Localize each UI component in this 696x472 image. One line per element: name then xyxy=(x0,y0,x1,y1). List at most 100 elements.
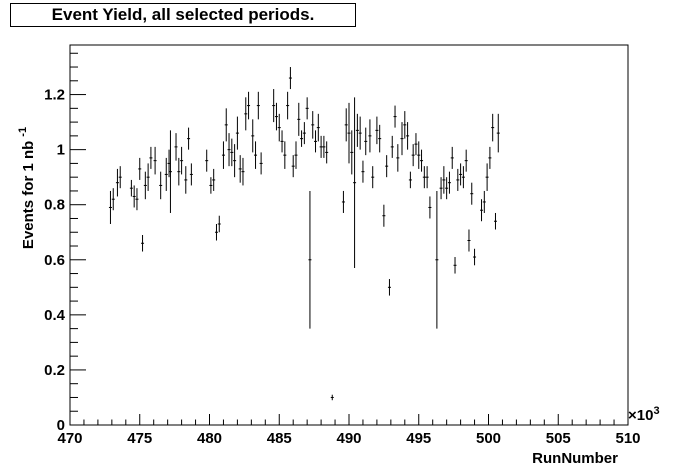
data-point xyxy=(473,248,477,266)
data-point xyxy=(411,144,415,167)
data-point xyxy=(164,157,168,191)
data-point xyxy=(428,196,432,219)
data-point xyxy=(314,130,318,153)
data-point xyxy=(358,116,362,150)
data-point xyxy=(420,149,424,172)
data-point xyxy=(233,144,237,178)
data-point xyxy=(159,171,163,200)
data-point xyxy=(238,155,242,183)
data-point xyxy=(322,135,326,158)
y-axis-title: Events for 1 nb -1 xyxy=(17,127,37,249)
data-point xyxy=(450,146,454,169)
data-point xyxy=(467,229,471,252)
data-point xyxy=(212,168,216,191)
data-point xyxy=(375,116,379,145)
data-point xyxy=(168,130,172,213)
data-point xyxy=(461,166,465,189)
data-point xyxy=(341,190,345,213)
data-point xyxy=(316,113,320,142)
data-point xyxy=(435,190,439,329)
data-point xyxy=(482,190,486,213)
data-point xyxy=(251,119,255,153)
data-point xyxy=(214,223,218,241)
y-tick-label: 0.2 xyxy=(44,362,65,379)
data-point xyxy=(283,141,287,169)
data-point xyxy=(135,188,139,211)
x-axis-title: RunNumber xyxy=(532,450,618,467)
data-point xyxy=(174,133,178,161)
data-point xyxy=(393,105,397,128)
data-point xyxy=(291,155,295,178)
x-multiplier: ×103 xyxy=(628,405,660,424)
data-point xyxy=(480,199,484,222)
data-point xyxy=(319,135,323,158)
data-point xyxy=(442,166,446,194)
y-axis: 0 0.2 0.4 0.6 0.8 1 1.2 xyxy=(44,52,86,434)
data-point xyxy=(447,171,451,194)
data-point xyxy=(364,127,368,156)
data-point xyxy=(153,146,157,175)
data-point xyxy=(361,160,365,183)
data-point xyxy=(464,149,468,172)
data-point xyxy=(311,111,315,139)
data-point xyxy=(187,127,191,150)
data-point xyxy=(305,97,309,120)
data-point xyxy=(456,168,460,191)
data-point xyxy=(414,133,418,156)
data-point xyxy=(138,157,142,180)
data-point xyxy=(146,163,150,191)
x-tick-label: 470 xyxy=(57,430,82,447)
data-point xyxy=(180,146,184,175)
data-point xyxy=(221,141,225,169)
data-point xyxy=(406,122,410,150)
data-point xyxy=(256,91,260,120)
data-point xyxy=(241,157,245,186)
data-point xyxy=(118,166,122,189)
data-point xyxy=(439,177,443,200)
data-point xyxy=(274,102,278,131)
data-point xyxy=(108,190,112,224)
data-point xyxy=(235,116,239,150)
data-point xyxy=(259,152,263,175)
data-point xyxy=(244,97,248,131)
data-point xyxy=(368,119,372,153)
x-multiplier-base: ×10 xyxy=(628,407,653,424)
data-point xyxy=(141,235,145,252)
y-tick-label: 1.2 xyxy=(44,87,65,104)
data-point xyxy=(347,102,351,164)
data-point xyxy=(184,166,188,194)
data-point xyxy=(300,130,304,147)
data-point xyxy=(288,67,292,90)
x-tick-label: 485 xyxy=(267,430,292,447)
data-point xyxy=(493,212,497,230)
data-point xyxy=(247,91,251,120)
data-point xyxy=(425,166,429,189)
data-point xyxy=(496,113,500,153)
data-point xyxy=(143,171,147,200)
data-point xyxy=(277,113,281,142)
data-point xyxy=(330,394,334,401)
y-axis-title-exp: -1 xyxy=(17,127,29,137)
data-point xyxy=(417,141,421,169)
x-axis: 470 475 480 485 490 495 500 505 510 xyxy=(57,414,641,447)
data-point xyxy=(205,149,209,172)
data-point xyxy=(371,166,375,189)
data-point xyxy=(227,133,231,167)
data-point xyxy=(230,138,234,167)
plot-frame xyxy=(69,44,629,426)
data-point xyxy=(445,177,449,200)
data-point xyxy=(344,108,348,142)
data-point xyxy=(488,146,492,169)
data-point xyxy=(111,188,115,211)
data-point xyxy=(297,102,301,136)
data-point xyxy=(132,185,136,208)
data-point xyxy=(302,122,306,145)
data-point xyxy=(382,204,386,227)
data-point xyxy=(280,130,284,153)
y-tick-label: 0.4 xyxy=(44,307,66,324)
data-point xyxy=(177,157,181,186)
x-tick-label: 475 xyxy=(127,430,152,447)
y-tick-label: 0.8 xyxy=(44,197,65,214)
data-point xyxy=(254,141,258,169)
